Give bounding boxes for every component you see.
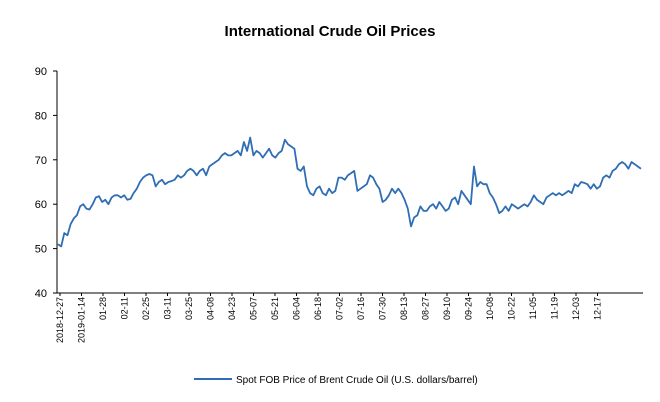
x-tick-label: 11-05 (528, 297, 538, 319)
x-tick-label: 07-02 (335, 297, 345, 320)
x-tick-label: 08-13 (399, 297, 409, 320)
x-tick-label: 05-07 (249, 297, 259, 320)
legend-label: Spot FOB Price of Brent Crude Oil (U.S. … (236, 375, 478, 386)
chart-title: International Crude Oil Prices (225, 23, 436, 40)
y-tick-label: 70 (35, 155, 47, 167)
x-tick-label: 04-23 (227, 297, 237, 320)
x-tick-label: 06-18 (313, 297, 323, 320)
y-tick-label: 40 (35, 288, 47, 300)
x-tick-label: 04-08 (206, 297, 216, 320)
y-tick-label: 60 (35, 199, 47, 211)
x-tick-label: 12-03 (571, 297, 581, 320)
x-tick-label: 09-24 (464, 297, 474, 320)
x-tick-label: 11-19 (550, 297, 560, 319)
x-tick-label: 12-17 (593, 297, 603, 320)
x-tick-label: 07-30 (378, 297, 388, 320)
x-axis: 2018-12-27 2019-01-14 01-28 02-11 02-25 03-11… (55, 292, 643, 343)
legend: Spot FOB Price of Brent Crude Oil (U.S. … (194, 375, 478, 386)
x-tick-label: 2019-01-14 (77, 297, 87, 343)
y-tick-label: 80 (35, 110, 47, 122)
x-tick-label: 01-28 (98, 297, 108, 320)
x-tick-label: 02-25 (141, 297, 151, 320)
x-tick-label: 10-08 (485, 297, 495, 320)
x-tick-label: 08-27 (421, 297, 431, 320)
y-tick-label: 50 (35, 244, 47, 256)
x-tick-label: 02-11 (120, 297, 130, 319)
x-tick-label: 07-16 (356, 297, 366, 320)
x-tick-label: 10-22 (507, 297, 517, 320)
plot-area (57, 136, 642, 248)
x-tick-label: 03-25 (184, 297, 194, 320)
x-tick-label: 05-21 (270, 297, 280, 320)
x-tick-label: 06-04 (292, 297, 302, 320)
x-tick-label: 09-10 (442, 297, 452, 320)
y-axis: 40 50 60 70 80 90 (35, 66, 58, 300)
series-line (57, 136, 642, 248)
x-tick-label: 2018-12-27 (55, 297, 65, 343)
y-tick-label: 90 (35, 66, 47, 78)
x-tick-label: 03-11 (163, 297, 173, 319)
